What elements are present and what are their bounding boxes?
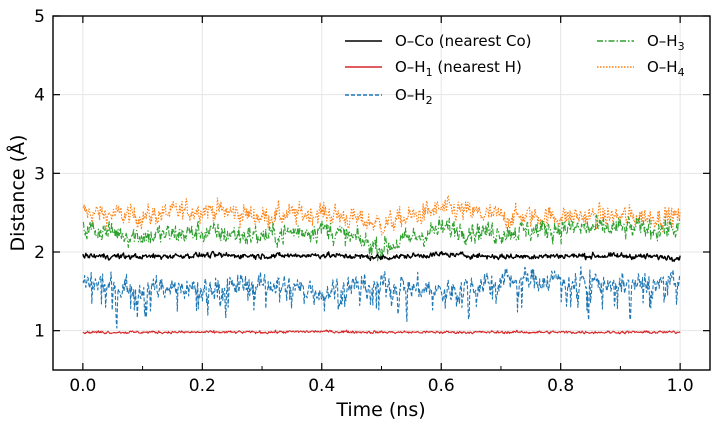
x-tick-label: 0.8 <box>547 376 574 396</box>
x-tick-label: 0.2 <box>189 376 216 396</box>
legend-item-oh2: O–H2 <box>345 86 433 107</box>
series-line-oh2 <box>82 266 681 329</box>
x-tick-label: 0.4 <box>308 376 335 396</box>
legend-label: O–H1 (nearest H) <box>395 58 522 79</box>
axis-ticks: 0.0 0.2 0.4 0.6 0.8 1.0 1 2 3 4 5 <box>34 7 710 396</box>
x-tick-label: 1.0 <box>667 376 694 396</box>
grid <box>53 15 710 370</box>
x-axis-label: Time (ns) <box>335 399 425 421</box>
y-tick-label: 3 <box>34 164 45 184</box>
legend: O–Co (nearest Co) O–H1 (nearest H) O–H2 O–H… <box>345 32 685 107</box>
series-line-oh1 <box>82 329 681 335</box>
series-line-oh3 <box>82 214 681 262</box>
legend-item-oh4: O–H4 <box>597 58 685 79</box>
legend-label: O–Co (nearest Co) <box>395 32 532 50</box>
legend-item-oh3: O–H3 <box>597 32 685 53</box>
y-tick-label: 5 <box>34 7 45 27</box>
legend-item-oh1: O–H1 (nearest H) <box>345 58 522 79</box>
series-lines <box>82 195 681 335</box>
y-tick-label: 4 <box>34 86 45 106</box>
y-axis-label: Distance (Å) <box>6 135 29 252</box>
series-line-oh4 <box>82 195 681 236</box>
plot-area-frame <box>52 15 711 371</box>
x-tick-label: 0.0 <box>69 376 96 396</box>
y-tick-label: 1 <box>34 322 45 342</box>
legend-label: O–H4 <box>647 58 685 79</box>
series-line-oco <box>82 250 681 262</box>
legend-label: O–H3 <box>647 32 685 53</box>
y-tick-label: 2 <box>34 243 45 263</box>
legend-label: O–H2 <box>395 86 433 107</box>
x-tick-label: 0.6 <box>428 376 455 396</box>
legend-item-oco: O–Co (nearest Co) <box>345 32 532 50</box>
